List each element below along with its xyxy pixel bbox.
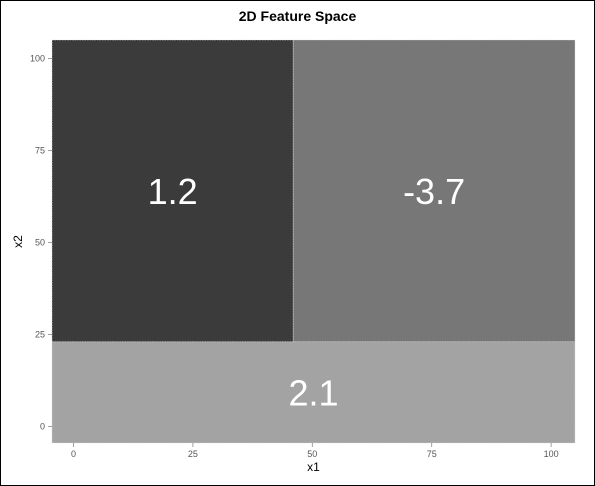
region-1 [51,39,294,343]
region-2 [292,39,576,343]
region-label-layer: 1.2 -3.7 2.1 [148,171,466,414]
region-value-label: 1.2 [148,171,198,212]
x-tick-label: 25 [188,449,198,459]
region-value-label: -3.7 [403,171,465,212]
chart-title: 2D Feature Space [238,8,357,24]
x-tick-label: 0 [71,449,76,459]
y-tick-label: 0 [40,421,45,431]
region-3 [51,341,576,444]
x-axis-title: x1 [307,460,320,474]
x-tick-label: 50 [307,449,317,459]
y-tick-label: 100 [30,53,45,63]
y-axis: 0 25 50 75 100 [30,53,52,431]
x-tick-label: 75 [427,449,437,459]
y-tick-label: 25 [35,329,45,339]
y-tick-label: 50 [35,237,45,247]
y-tick-label: 75 [35,145,45,155]
x-tick-label: 100 [544,449,559,459]
x-axis: 0 25 50 75 100 [71,443,559,459]
region-value-label: 2.1 [288,372,338,413]
y-axis-title: x2 [11,235,25,248]
region-layer [51,39,576,444]
